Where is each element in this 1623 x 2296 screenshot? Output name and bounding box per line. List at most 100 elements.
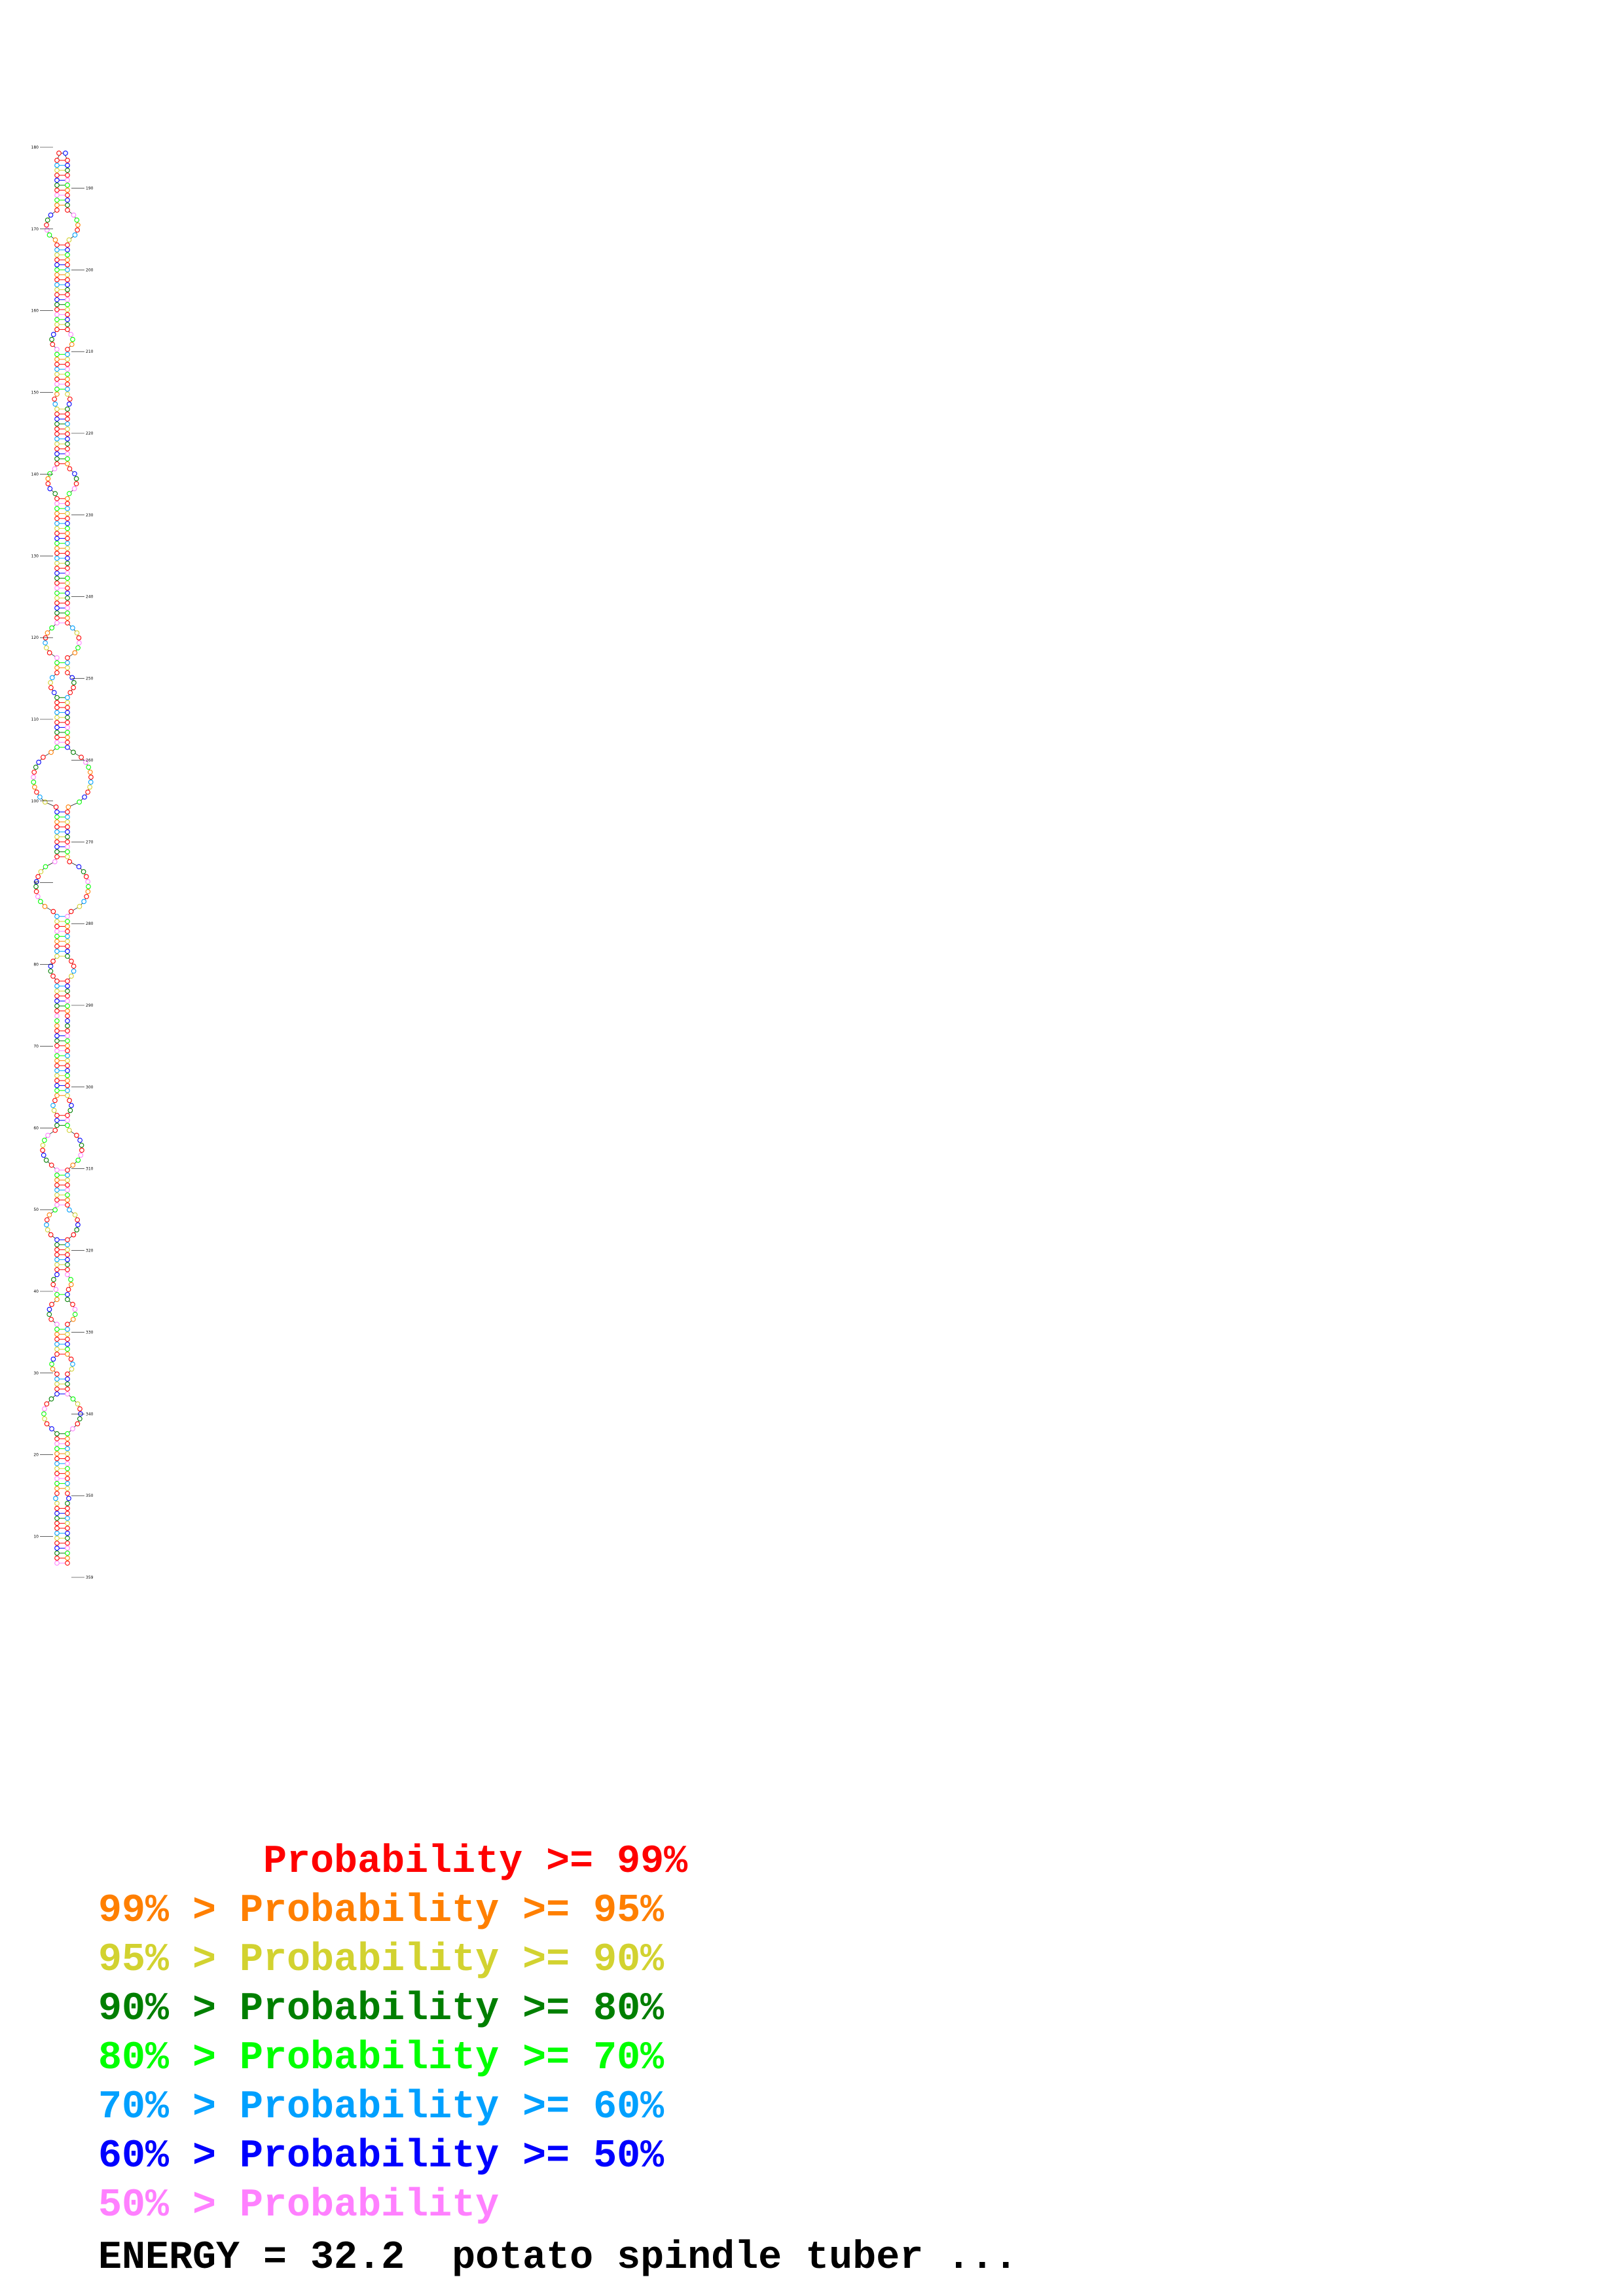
nucleotide	[54, 1381, 60, 1387]
nucleotide	[41, 1411, 46, 1417]
nucleotide	[69, 675, 75, 681]
nucleotide	[54, 1038, 60, 1044]
nucleotide	[54, 302, 60, 308]
nucleotide	[54, 317, 60, 323]
nucleotide	[54, 814, 60, 820]
nucleotide	[45, 217, 50, 223]
nucleotide	[65, 655, 70, 660]
nucleotide	[54, 1262, 60, 1268]
nucleotide	[65, 1352, 70, 1357]
nucleotide	[54, 1371, 60, 1377]
nucleotide	[54, 660, 60, 666]
nucleotide	[46, 1212, 52, 1218]
nucleotide	[65, 202, 70, 208]
nucleotide	[54, 1436, 60, 1442]
position-labels: 180 190 170 200 160 210 150 220 140 230 130 240 120 2…	[31, 145, 94, 1580]
nucleotide	[65, 575, 70, 581]
nucleotide	[54, 287, 60, 293]
nucleotide	[54, 1053, 60, 1058]
nucleotide	[85, 789, 90, 795]
nucleotide	[65, 1058, 70, 1064]
nucleotide	[54, 918, 60, 924]
nucleotide	[43, 799, 48, 805]
nucleotide	[54, 456, 60, 461]
nucleotide	[65, 168, 70, 173]
nucleotide	[54, 192, 60, 198]
nucleotide	[48, 968, 54, 974]
nucleotide	[44, 1217, 50, 1223]
nucleotide	[42, 1138, 47, 1143]
nucleotide	[69, 958, 74, 964]
nucleotide	[54, 1336, 60, 1342]
nucleotide	[65, 988, 70, 994]
nucleotide	[67, 1207, 72, 1213]
nucleotide	[44, 1222, 49, 1228]
nucleotide	[54, 351, 60, 357]
nucleotide	[54, 924, 60, 929]
nucleotide	[54, 914, 60, 920]
nucleotide	[77, 1416, 82, 1422]
nucleotide	[65, 1202, 70, 1208]
nucleotide	[73, 476, 79, 482]
nucleotide	[35, 874, 41, 880]
nucleotide	[54, 839, 60, 845]
nucleotide	[65, 1013, 70, 1019]
nucleotide	[31, 769, 37, 775]
nucleotide	[54, 1480, 60, 1486]
nucleotide	[54, 1023, 60, 1029]
nucleotide	[65, 615, 70, 621]
nucleotide	[79, 1147, 84, 1153]
nucleotide	[52, 237, 58, 243]
nucleotide	[65, 809, 70, 815]
nucleotide	[54, 1192, 60, 1198]
nucleotide	[72, 1306, 78, 1312]
nucleotide	[54, 416, 60, 422]
nucleotide-circles	[31, 151, 94, 1566]
nucleotide	[54, 844, 60, 850]
nucleotide	[86, 764, 92, 770]
position-label: 310	[86, 1167, 94, 1172]
nucleotide	[54, 1520, 60, 1526]
nucleotide	[54, 560, 60, 566]
nucleotide	[65, 307, 70, 312]
nucleotide	[54, 1048, 60, 1054]
nucleotide	[65, 1501, 70, 1506]
nucleotide	[54, 585, 60, 591]
nucleotide	[65, 1073, 70, 1079]
nucleotide	[65, 327, 70, 332]
nucleotide	[33, 879, 39, 884]
nucleotide	[54, 501, 60, 507]
nucleotide	[65, 406, 70, 412]
nucleotide	[35, 893, 41, 899]
nucleotide	[54, 983, 60, 989]
nucleotide	[65, 446, 70, 452]
nucleotide	[65, 1376, 70, 1382]
nucleotide	[65, 1038, 70, 1044]
nucleotide	[48, 1232, 54, 1238]
nucleotide	[40, 1147, 45, 1153]
legend-line: 70% > Probability >= 60%	[98, 2085, 665, 2130]
nucleotide	[65, 506, 70, 511]
nucleotide	[54, 267, 60, 273]
nucleotide	[65, 1182, 70, 1188]
nucleotide	[54, 1341, 60, 1347]
nucleotide	[65, 1092, 70, 1098]
nucleotide	[65, 292, 70, 298]
nucleotide	[54, 242, 60, 248]
nucleotide	[54, 700, 60, 706]
nucleotide	[65, 719, 70, 725]
nucleotide	[65, 1480, 70, 1486]
nucleotide	[74, 217, 80, 223]
nucleotide	[49, 675, 55, 681]
nucleotide	[54, 1008, 60, 1014]
nucleotide	[54, 1247, 60, 1253]
nucleotide	[65, 570, 70, 576]
nucleotide	[65, 744, 70, 750]
nucleotide	[65, 1008, 70, 1014]
nucleotide	[54, 436, 60, 442]
nucleotide	[65, 371, 70, 377]
nucleotide	[38, 869, 44, 874]
nucleotide	[54, 495, 60, 501]
rna-secondary-structure: 180 190 170 200 160 210 150 220 140 230 130 240 120 2…	[31, 145, 94, 1580]
nucleotide	[45, 227, 50, 233]
